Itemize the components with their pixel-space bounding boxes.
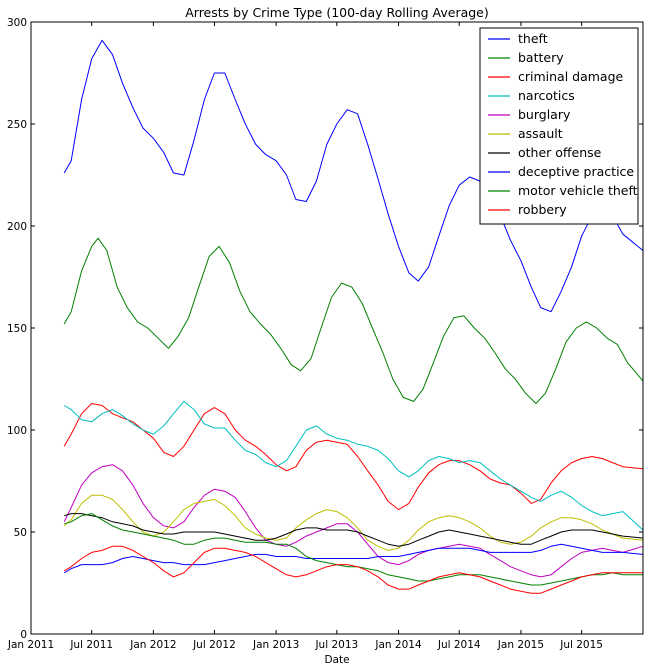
- y-tick-label: 250: [7, 119, 27, 131]
- y-tick-label: 100: [7, 425, 27, 437]
- legend-label-battery: battery: [518, 50, 564, 65]
- x-tick-label: Jan 2015: [497, 639, 544, 651]
- series-line-battery: [63, 237, 644, 404]
- chart-title: Arrests by Crime Type (100-day Rolling A…: [185, 5, 489, 20]
- legend-label-robbery: robbery: [518, 202, 567, 217]
- x-axis-title: Date: [324, 654, 349, 666]
- series-line-other-offense: [64, 513, 644, 547]
- series-line-deceptive-practice: [63, 543, 644, 574]
- series-line-assault: [63, 494, 644, 551]
- legend-label-motor-vehicle-theft: motor vehicle theft: [518, 183, 638, 198]
- legend-label-deceptive-practice: deceptive practice: [518, 164, 634, 179]
- x-tick-label: Jul 2011: [69, 639, 113, 651]
- series-line-burglary: [63, 464, 644, 578]
- x-tick-label: Jan 2012: [129, 639, 176, 651]
- series-line-robbery: [63, 545, 643, 594]
- series-line-motor-vehicle-theft: [64, 513, 643, 586]
- x-axis: Jan 2011 Jul 2011 Jan 2012 Jul 2012 Jan 2013…: [7, 22, 603, 651]
- series-line-theft: [63, 39, 644, 313]
- y-axis: 0 50 100 150 200 250 300: [7, 17, 643, 641]
- x-tick-label: Jan 2013: [252, 639, 299, 651]
- series-line-criminal-damage: [63, 403, 644, 511]
- legend-label-narcotics: narcotics: [518, 88, 575, 103]
- legend-label-theft: theft: [518, 31, 548, 46]
- legend-label-burglary: burglary: [518, 107, 571, 122]
- legend-label-assault: assault: [518, 126, 563, 141]
- y-tick-label: 150: [7, 323, 27, 335]
- x-tick-label: Jan 2011: [7, 639, 54, 651]
- y-tick-label: 50: [14, 527, 27, 539]
- x-tick-label: Jul 2012: [192, 639, 236, 651]
- x-tick-label: Jul 2015: [559, 639, 603, 651]
- legend-label-other-offense: other offense: [518, 145, 602, 160]
- y-tick-label: 0: [20, 629, 27, 641]
- y-tick-label: 300: [7, 17, 27, 29]
- legend-label-criminal-damage: criminal damage: [518, 69, 624, 84]
- series-line-narcotics: [63, 400, 644, 531]
- x-tick-label: Jul 2013: [314, 639, 358, 651]
- legend: theft battery criminal damage narcotics burg…: [479, 27, 639, 225]
- series-layer: [63, 39, 644, 594]
- x-tick-label: Jul 2014: [437, 639, 481, 651]
- x-tick-label: Jan 2014: [374, 639, 422, 651]
- y-tick-label: 200: [7, 221, 27, 233]
